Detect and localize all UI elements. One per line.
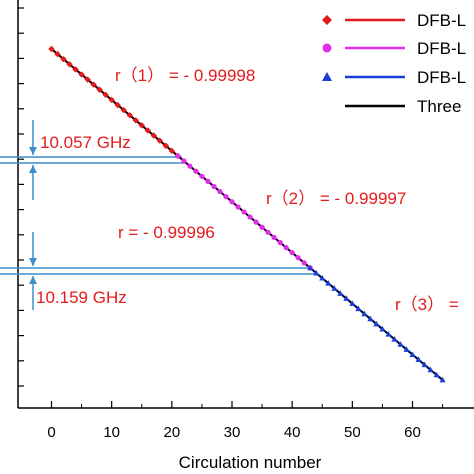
data-point	[415, 356, 422, 363]
legend-marker-diamond	[322, 15, 332, 25]
data-point	[54, 50, 61, 58]
legend-label: DFB-L	[417, 39, 466, 58]
data-point	[102, 91, 109, 99]
data-point	[126, 112, 133, 119]
data-point	[361, 310, 368, 317]
data-point	[397, 341, 404, 347]
annotation-text: 10.159 GHz	[36, 288, 127, 307]
data-point	[319, 274, 326, 281]
series-markers	[48, 45, 446, 383]
data-point	[211, 183, 217, 190]
data-point	[391, 336, 398, 342]
annotations: r（1） = - 0.99998 r（2） = - 0.99997 r = - 0.…	[36, 66, 459, 314]
data-point	[90, 81, 97, 88]
data-point	[72, 66, 79, 73]
legend-label: DFB-L	[417, 68, 466, 87]
data-point	[144, 127, 151, 134]
x-tick-label: 30	[224, 424, 241, 441]
data-point	[427, 366, 434, 373]
data-point	[229, 199, 235, 205]
data-point	[235, 204, 241, 210]
data-point	[331, 285, 338, 291]
x-tick-label: 0	[47, 424, 55, 441]
annotation-text: r（3） =	[395, 295, 459, 314]
data-point	[78, 71, 85, 78]
x-tick-label: 10	[103, 424, 120, 441]
data-point	[307, 264, 314, 271]
data-point	[253, 219, 259, 225]
annotation-text: r（1） = - 0.99998	[115, 66, 255, 85]
data-point	[114, 101, 121, 109]
annotation-text: 10.057 GHz	[40, 133, 131, 152]
data-point	[96, 86, 103, 93]
data-point	[367, 315, 374, 322]
legend-label: DFB-L	[417, 11, 466, 30]
data-point	[385, 330, 392, 337]
x-tick-label: 50	[344, 424, 361, 441]
x-tick-label: 20	[163, 424, 180, 441]
data-point	[66, 61, 73, 68]
frequency-guides	[0, 120, 317, 310]
data-point	[150, 132, 157, 139]
data-point	[265, 229, 271, 235]
x-tick-labels: 0 10 20 30 40 50 60	[47, 424, 421, 441]
data-point	[433, 371, 440, 378]
x-tick-label: 40	[284, 424, 301, 441]
data-point	[132, 117, 139, 124]
data-point	[175, 153, 181, 159]
guide-arrowhead	[29, 276, 37, 284]
data-point	[337, 290, 344, 296]
guide-arrowhead	[29, 165, 37, 173]
legend: DFB-L DFB-L DFB-L Three	[322, 11, 466, 116]
data-point	[193, 168, 199, 174]
data-point	[199, 173, 205, 179]
axes	[17, 0, 474, 409]
guide-arrowhead	[29, 147, 37, 155]
data-point	[283, 245, 289, 251]
x-axis-title: Circulation number	[179, 453, 322, 472]
data-point	[181, 158, 187, 164]
data-point	[355, 305, 362, 312]
data-point	[421, 361, 428, 368]
data-point	[313, 269, 320, 276]
data-point	[409, 351, 416, 357]
data-point	[343, 295, 350, 301]
data-point	[223, 194, 229, 200]
data-point	[349, 300, 356, 307]
data-point	[217, 188, 223, 195]
guide-arrowhead	[29, 258, 37, 266]
data-point	[205, 178, 211, 184]
data-point	[60, 55, 67, 63]
data-point	[108, 96, 115, 104]
data-point	[168, 147, 176, 155]
legend-marker-triangle	[322, 72, 332, 81]
data-point	[289, 250, 295, 256]
data-point	[325, 280, 332, 286]
legend-label: Three	[417, 97, 461, 116]
data-point	[48, 45, 55, 53]
data-point	[187, 163, 193, 169]
data-point	[241, 209, 247, 215]
data-point	[138, 122, 145, 129]
data-point	[379, 325, 386, 332]
data-point	[439, 376, 446, 383]
data-point	[295, 255, 301, 261]
data-point	[120, 106, 127, 114]
data-point	[162, 142, 170, 149]
legend-marker-circle	[322, 43, 332, 53]
data-point	[277, 239, 283, 246]
data-point	[259, 224, 265, 230]
data-point	[373, 320, 380, 327]
annotation-text: r = - 0.99996	[118, 223, 215, 242]
data-point	[301, 260, 307, 266]
data-point	[271, 234, 277, 241]
annotation-text: r（2） = - 0.99997	[266, 189, 406, 208]
x-tick-label: 60	[404, 424, 421, 441]
data-point	[247, 214, 253, 220]
data-point	[156, 137, 163, 144]
data-point	[84, 76, 91, 83]
data-point	[403, 346, 410, 352]
